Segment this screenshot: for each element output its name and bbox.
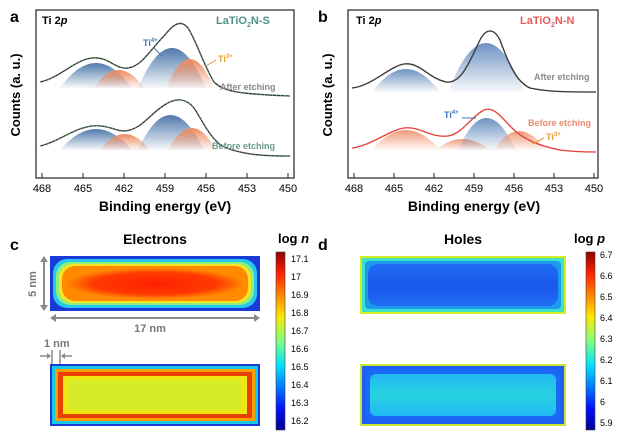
ti4-peak-2p1-after bbox=[372, 69, 440, 92]
colorbar-tick: 6.1 bbox=[600, 376, 613, 386]
ti4-label: Ti4+ bbox=[143, 38, 158, 48]
ti3-label: Ti3+ bbox=[546, 132, 561, 142]
x-tick-label: 453 bbox=[238, 183, 256, 195]
colorbar-tick: 6 bbox=[600, 397, 605, 407]
fit-curve-after bbox=[351, 30, 597, 93]
label-after-etching: After etching bbox=[534, 72, 590, 82]
panel-title: Holes bbox=[444, 231, 482, 247]
colorbar-tick: 6.2 bbox=[600, 355, 613, 365]
element-label: Ti 2p bbox=[42, 15, 68, 27]
shell-arrowheads bbox=[47, 353, 65, 359]
colorbar-label: log p bbox=[574, 231, 605, 246]
hole-shell-center bbox=[370, 374, 556, 416]
ti3-peak-2p1-after bbox=[94, 70, 144, 88]
x-tick-label: 459 bbox=[465, 183, 483, 195]
colorbar-tick: 16.6 bbox=[291, 344, 309, 354]
ti3-peak-2p3-before bbox=[494, 131, 546, 150]
x-axis: 468 465 462 459 456 453 450 Binding ener… bbox=[33, 173, 297, 214]
ti3-peak-2p1-before bbox=[100, 134, 150, 150]
ti3-peak-2p3-after bbox=[166, 59, 214, 88]
x-tick-label: 456 bbox=[505, 183, 523, 195]
height-dimension: 5 nm bbox=[27, 271, 39, 297]
x-tick-label: 462 bbox=[115, 183, 133, 195]
colorbar-tick: 6.7 bbox=[600, 250, 613, 260]
colorbar-tick: 16.8 bbox=[291, 308, 309, 318]
colorbar-tick: 16.2 bbox=[291, 416, 309, 426]
x-tick-label: 468 bbox=[345, 183, 363, 195]
sample-label: LaTiO2N-S bbox=[216, 15, 270, 29]
colorbar-tick: 16.4 bbox=[291, 380, 309, 390]
element-label: Ti 2p bbox=[356, 15, 382, 27]
shell-dimension: 1 nm bbox=[44, 338, 70, 350]
ti4-peak-2p1-before bbox=[372, 130, 440, 150]
colorbar-tick: 16.5 bbox=[291, 362, 309, 372]
colorbar-tick: 6.4 bbox=[600, 313, 613, 323]
colorbar-tick: 16.9 bbox=[291, 290, 309, 300]
ti3-peak-2p3-before bbox=[168, 128, 216, 150]
y-axis-label: Counts (a. u.) bbox=[8, 53, 23, 136]
ti3-arrow bbox=[531, 137, 545, 145]
plot-frame bbox=[347, 9, 599, 179]
component-peaks-after bbox=[60, 48, 214, 88]
x-tick-label: 462 bbox=[425, 183, 443, 195]
component-peaks-after bbox=[372, 43, 524, 92]
label-before-etching: Before etching bbox=[212, 141, 275, 151]
ti3-arrow bbox=[205, 59, 217, 67]
panel-letter: b bbox=[318, 9, 328, 26]
sample-label: LaTiO2N-N bbox=[520, 15, 574, 29]
ti4-peak-2p3-after bbox=[448, 43, 524, 92]
colorbar bbox=[275, 251, 286, 431]
colorbar-tick: 16.3 bbox=[291, 398, 309, 408]
x-tick-label: 465 bbox=[385, 183, 403, 195]
fit-curve-before bbox=[39, 99, 291, 157]
x-axis-label: Binding energy (eV) bbox=[99, 198, 231, 214]
component-peaks-before bbox=[60, 115, 216, 150]
ti4-arrow bbox=[153, 47, 163, 57]
colorbar-tick: 17.1 bbox=[291, 254, 309, 264]
colorbar-tick: 5.9 bbox=[600, 418, 613, 428]
x-axis-label: Binding energy (eV) bbox=[408, 198, 540, 214]
component-peaks-before bbox=[372, 118, 546, 150]
x-tick-label: 450 bbox=[279, 183, 297, 195]
panel-b: b Counts (a. u.) Ti 2p LaTiO2N-N After e… bbox=[318, 9, 603, 214]
colorbar-ticks: 17.1 17 16.9 16.8 16.7 16.6 16.5 16.4 16… bbox=[291, 254, 309, 426]
fit-curve-before bbox=[351, 108, 597, 153]
colorbar-tick: 16.7 bbox=[291, 326, 309, 336]
y-axis-label: Counts (a. u.) bbox=[320, 53, 335, 136]
height-arrowheads bbox=[40, 256, 48, 311]
x-tick-label: 465 bbox=[74, 183, 92, 195]
electron-shell-center bbox=[68, 380, 242, 410]
panel-d: d Holes log p 6.7 6.6 6.5 6.4 6.3 6.2 6.… bbox=[318, 231, 613, 431]
label-before-etching: Before etching bbox=[528, 118, 591, 128]
panel-letter: d bbox=[318, 237, 328, 254]
x-tick-label: 456 bbox=[197, 183, 215, 195]
colorbar bbox=[585, 251, 596, 431]
panel-letter: c bbox=[10, 237, 19, 254]
panel-letter: a bbox=[10, 9, 19, 26]
x-tick-label: 468 bbox=[33, 183, 51, 195]
colorbar-tick: 6.3 bbox=[600, 334, 613, 344]
raw-data-after bbox=[39, 22, 291, 97]
panel-title: Electrons bbox=[123, 231, 187, 247]
ti4-label: Ti4+ bbox=[444, 110, 459, 120]
ti3-label: Ti3+ bbox=[218, 54, 233, 64]
x-tick-label: 450 bbox=[585, 183, 603, 195]
panel-a: a Counts (a. u.) Ti 2p LaTiO2N-S Ti4+ bbox=[8, 9, 297, 214]
colorbar-tick: 6.6 bbox=[600, 271, 613, 281]
label-after-etching: After etching bbox=[220, 82, 276, 92]
x-tick-label: 459 bbox=[156, 183, 174, 195]
panel-c: c Electrons 5 nm 17 nm 1 nm log n bbox=[10, 231, 309, 431]
x-tick-label: 453 bbox=[545, 183, 563, 195]
hole-map-center bbox=[368, 264, 558, 306]
colorbar-tick: 17 bbox=[291, 272, 301, 282]
colorbar-label: log n bbox=[278, 231, 309, 246]
colorbar-tick: 6.5 bbox=[600, 292, 613, 302]
x-axis: 468 465 462 459 456 453 450 Binding ener… bbox=[345, 173, 603, 214]
colorbar-ticks: 6.7 6.6 6.5 6.4 6.3 6.2 6.1 6 5.9 bbox=[600, 250, 613, 428]
electron-map-center bbox=[66, 268, 244, 299]
width-dimension: 17 nm bbox=[134, 323, 166, 335]
